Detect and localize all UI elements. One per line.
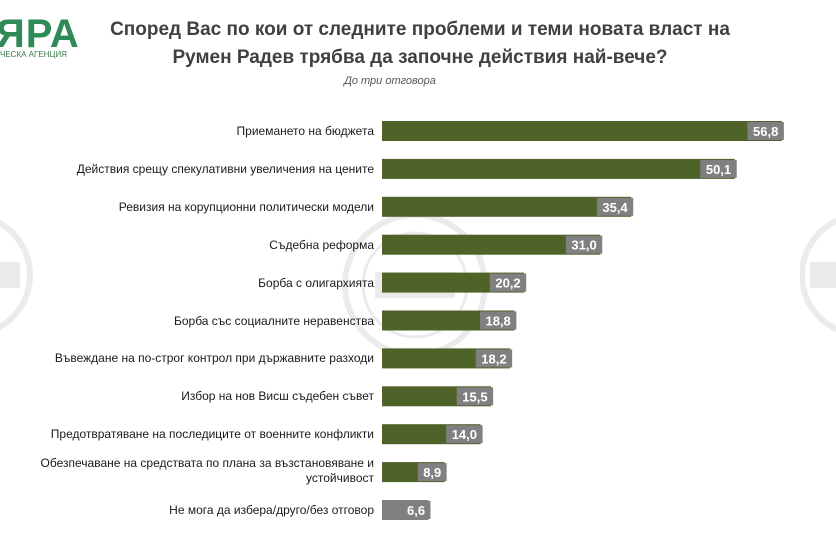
category-label-8: Избор на нов Висш съдебен съвет [181, 389, 374, 404]
category-label-9: Предотвратяване на последиците от военни… [50, 427, 374, 442]
value-label-box-3 [596, 197, 634, 216]
value-label-10: 8,9 [423, 465, 441, 480]
bar-2 [382, 158, 735, 179]
category-label-11: Не мога да избера/друго/без отговор [169, 503, 374, 517]
value-label-9: 14,0 [452, 427, 477, 442]
value-label-11: 6,6 [407, 503, 425, 518]
value-label-7: 18,2 [481, 351, 506, 366]
value-label-3: 35,4 [602, 200, 628, 215]
category-label-3: Ревизия на корупционни политически модел… [118, 199, 374, 214]
category-label-7: Въвеждане на по-строг контрол при държав… [54, 351, 374, 366]
value-label-6: 18,8 [485, 314, 510, 329]
value-label-box-2 [700, 159, 737, 178]
logo-subtext: ЧЕСКА АГЕНЦИЯ [0, 50, 67, 59]
value-label-1: 56,8 [753, 124, 778, 139]
value-label-box-11 [401, 501, 431, 519]
value-label-box-6 [479, 311, 517, 330]
value-label-2: 50,1 [706, 162, 731, 177]
category-label-10: Обезпечаване на средствата по плана за в… [40, 456, 374, 486]
value-label-5: 20,2 [495, 276, 520, 291]
value-label-box-10 [417, 463, 447, 482]
chart-subtitle: До три отговора [344, 75, 436, 87]
category-label-4: Съдебна реформа [269, 237, 374, 252]
value-label-box-8 [456, 387, 494, 406]
value-label-box-9 [446, 425, 483, 444]
chart-title: Според Вас по кои от следните проблеми и… [110, 19, 730, 68]
category-label-5: Борба с олигархията [258, 275, 374, 290]
bar-5 [382, 272, 525, 293]
value-label-box-7 [475, 349, 513, 368]
value-label-8: 15,5 [462, 389, 487, 404]
bar-1 [382, 121, 782, 141]
logo: ЯРА ЧЕСКА АГЕНЦИЯ [0, 12, 80, 62]
value-label-4: 31,0 [571, 238, 596, 253]
category-label-2: Действия срещу спекулативни увеличения н… [76, 161, 374, 176]
category-label-1: Приемането на бюджета [236, 124, 374, 138]
value-label-box-4 [565, 235, 603, 254]
value-label-box-5 [489, 273, 527, 292]
category-label-6: Борба със социалните неравенства [173, 313, 374, 328]
watermark-seal-left [0, 219, 33, 331]
bar-3 [382, 196, 632, 217]
watermark-seal-right [800, 217, 836, 333]
bar-4 [382, 234, 601, 255]
value-label-box-1 [747, 122, 784, 140]
logo-text: ЯРА [0, 12, 80, 56]
